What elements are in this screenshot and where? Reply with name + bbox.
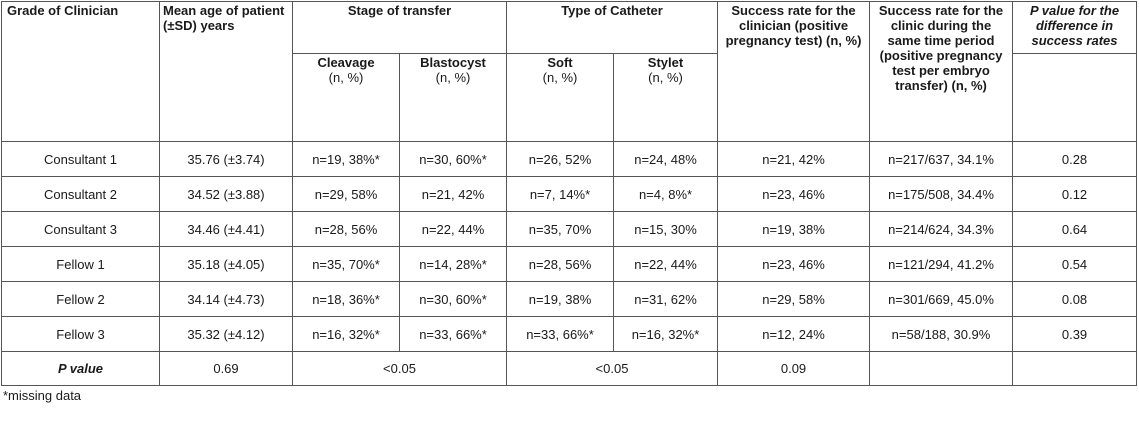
cell-clinic-rate: n=175/508, 34.4%: [869, 176, 1014, 212]
table-row: Consultant 2 34.52 (±3.88) n=29, 58% n=2…: [1, 176, 1138, 212]
cell-soft: n=33, 66%*: [506, 316, 614, 352]
subheader-blastocyst: Blastocyst (n, %): [399, 53, 507, 142]
cell-grade: Consultant 3: [1, 211, 160, 247]
cell-soft: n=19, 38%: [506, 281, 614, 317]
table-row: Consultant 3 34.46 (±4.41) n=28, 56% n=2…: [1, 211, 1138, 247]
p-value-label: P value: [1, 351, 160, 386]
cell-cleavage: n=29, 58%: [292, 176, 400, 212]
cell-p-value: 0.28: [1012, 141, 1138, 177]
p-value-clinic-empty: [869, 351, 1014, 386]
cell-grade: Fellow 3: [1, 316, 160, 352]
cell-clinician-rate: n=23, 46%: [717, 246, 871, 282]
cell-cleavage: n=19, 38%*: [292, 141, 400, 177]
cell-blastocyst: n=22, 44%: [399, 211, 507, 247]
cell-p-value: 0.39: [1012, 316, 1138, 352]
cell-cleavage: n=35, 70%*: [292, 246, 400, 282]
table-row: Fellow 3 35.32 (±4.12) n=16, 32%* n=33, …: [1, 316, 1138, 352]
cell-clinic-rate: n=214/624, 34.3%: [869, 211, 1014, 247]
cell-clinician-rate: n=21, 42%: [717, 141, 871, 177]
cell-cleavage: n=16, 32%*: [292, 316, 400, 352]
p-value-row: P value 0.69 <0.05 <0.05 0.09: [1, 351, 1138, 386]
cell-clinic-rate: n=217/637, 34.1%: [869, 141, 1014, 177]
header-type-of-catheter: Type of Catheter: [505, 1, 719, 54]
cell-stylet: n=16, 32%*: [612, 316, 719, 352]
p-value-stage: <0.05: [292, 351, 507, 386]
cell-clinician-rate: n=19, 38%: [717, 211, 871, 247]
p-value-catheter: <0.05: [505, 351, 719, 386]
subheader-cleavage-unit: (n, %): [328, 70, 364, 85]
cell-cleavage: n=28, 56%: [292, 211, 400, 247]
header-stage-of-transfer: Stage of transfer: [292, 1, 507, 54]
cell-soft: n=7, 14%*: [506, 176, 614, 212]
cell-clinic-rate: n=121/294, 41.2%: [869, 246, 1014, 282]
p-value-age: 0.69: [159, 351, 293, 386]
p-value-diff-empty: [1012, 351, 1138, 386]
subheader-soft: Soft (n, %): [506, 53, 614, 142]
header-p-value-difference: P value for the difference in success ra…: [1012, 1, 1138, 54]
subheader-soft-unit: (n, %): [542, 70, 578, 85]
header-p-value-empty: [1012, 53, 1138, 142]
table-row: Fellow 1 35.18 (±4.05) n=35, 70%* n=14, …: [1, 246, 1138, 282]
cell-stylet: n=15, 30%: [612, 211, 719, 247]
cell-blastocyst: n=21, 42%: [399, 176, 507, 212]
cell-clinician-rate: n=23, 46%: [717, 176, 871, 212]
subheader-blastocyst-label: Blastocyst: [420, 55, 486, 70]
cell-p-value: 0.12: [1012, 176, 1138, 212]
cell-soft: n=28, 56%: [506, 246, 614, 282]
subheader-stylet-label: Stylet: [647, 55, 684, 70]
results-table: Grade of Clinician Mean age of patient (…: [1, 1, 1138, 386]
cell-age: 34.52 (±3.88): [159, 176, 293, 212]
subheader-cleavage: Cleavage (n, %): [292, 53, 400, 142]
cell-grade: Fellow 2: [1, 281, 160, 317]
subheader-soft-label: Soft: [547, 55, 573, 70]
cell-p-value: 0.08: [1012, 281, 1138, 317]
cell-p-value: 0.64: [1012, 211, 1138, 247]
subheader-cleavage-label: Cleavage: [317, 55, 375, 70]
header-grade-of-clinician: Grade of Clinician: [1, 1, 160, 142]
cell-age: 35.18 (±4.05): [159, 246, 293, 282]
cell-clinic-rate: n=301/669, 45.0%: [869, 281, 1014, 317]
cell-blastocyst: n=14, 28%*: [399, 246, 507, 282]
cell-soft: n=35, 70%: [506, 211, 614, 247]
cell-age: 34.46 (±4.41): [159, 211, 293, 247]
cell-soft: n=26, 52%: [506, 141, 614, 177]
cell-clinician-rate: n=12, 24%: [717, 316, 871, 352]
cell-grade: Consultant 1: [1, 141, 160, 177]
table-row: Consultant 1 35.76 (±3.74) n=19, 38%* n=…: [1, 141, 1138, 177]
cell-grade: Consultant 2: [1, 176, 160, 212]
subheader-blastocyst-unit: (n, %): [435, 70, 471, 85]
cell-age: 35.76 (±3.74): [159, 141, 293, 177]
header-success-rate-clinic: Success rate for the clinic during the s…: [869, 1, 1014, 142]
cell-p-value: 0.54: [1012, 246, 1138, 282]
header-success-rate-clinician: Success rate for the clinician (positive…: [717, 1, 871, 142]
cell-stylet: n=24, 48%: [612, 141, 719, 177]
cell-grade: Fellow 1: [1, 246, 160, 282]
table-row: Fellow 2 34.14 (±4.73) n=18, 36%* n=30, …: [1, 281, 1138, 317]
header-mean-age: Mean age of patient (±SD) years: [159, 1, 293, 142]
cell-cleavage: n=18, 36%*: [292, 281, 400, 317]
cell-blastocyst: n=30, 60%*: [399, 141, 507, 177]
subheader-stylet: Stylet (n, %): [612, 53, 719, 142]
cell-blastocyst: n=30, 60%*: [399, 281, 507, 317]
cell-blastocyst: n=33, 66%*: [399, 316, 507, 352]
cell-clinician-rate: n=29, 58%: [717, 281, 871, 317]
footnote: *missing data: [3, 388, 82, 403]
cell-clinic-rate: n=58/188, 30.9%: [869, 316, 1014, 352]
p-value-clinician: 0.09: [717, 351, 871, 386]
cell-age: 35.32 (±4.12): [159, 316, 293, 352]
cell-stylet: n=22, 44%: [612, 246, 719, 282]
cell-age: 34.14 (±4.73): [159, 281, 293, 317]
subheader-stylet-unit: (n, %): [648, 70, 683, 85]
cell-stylet: n=4, 8%*: [612, 176, 719, 212]
cell-stylet: n=31, 62%: [612, 281, 719, 317]
